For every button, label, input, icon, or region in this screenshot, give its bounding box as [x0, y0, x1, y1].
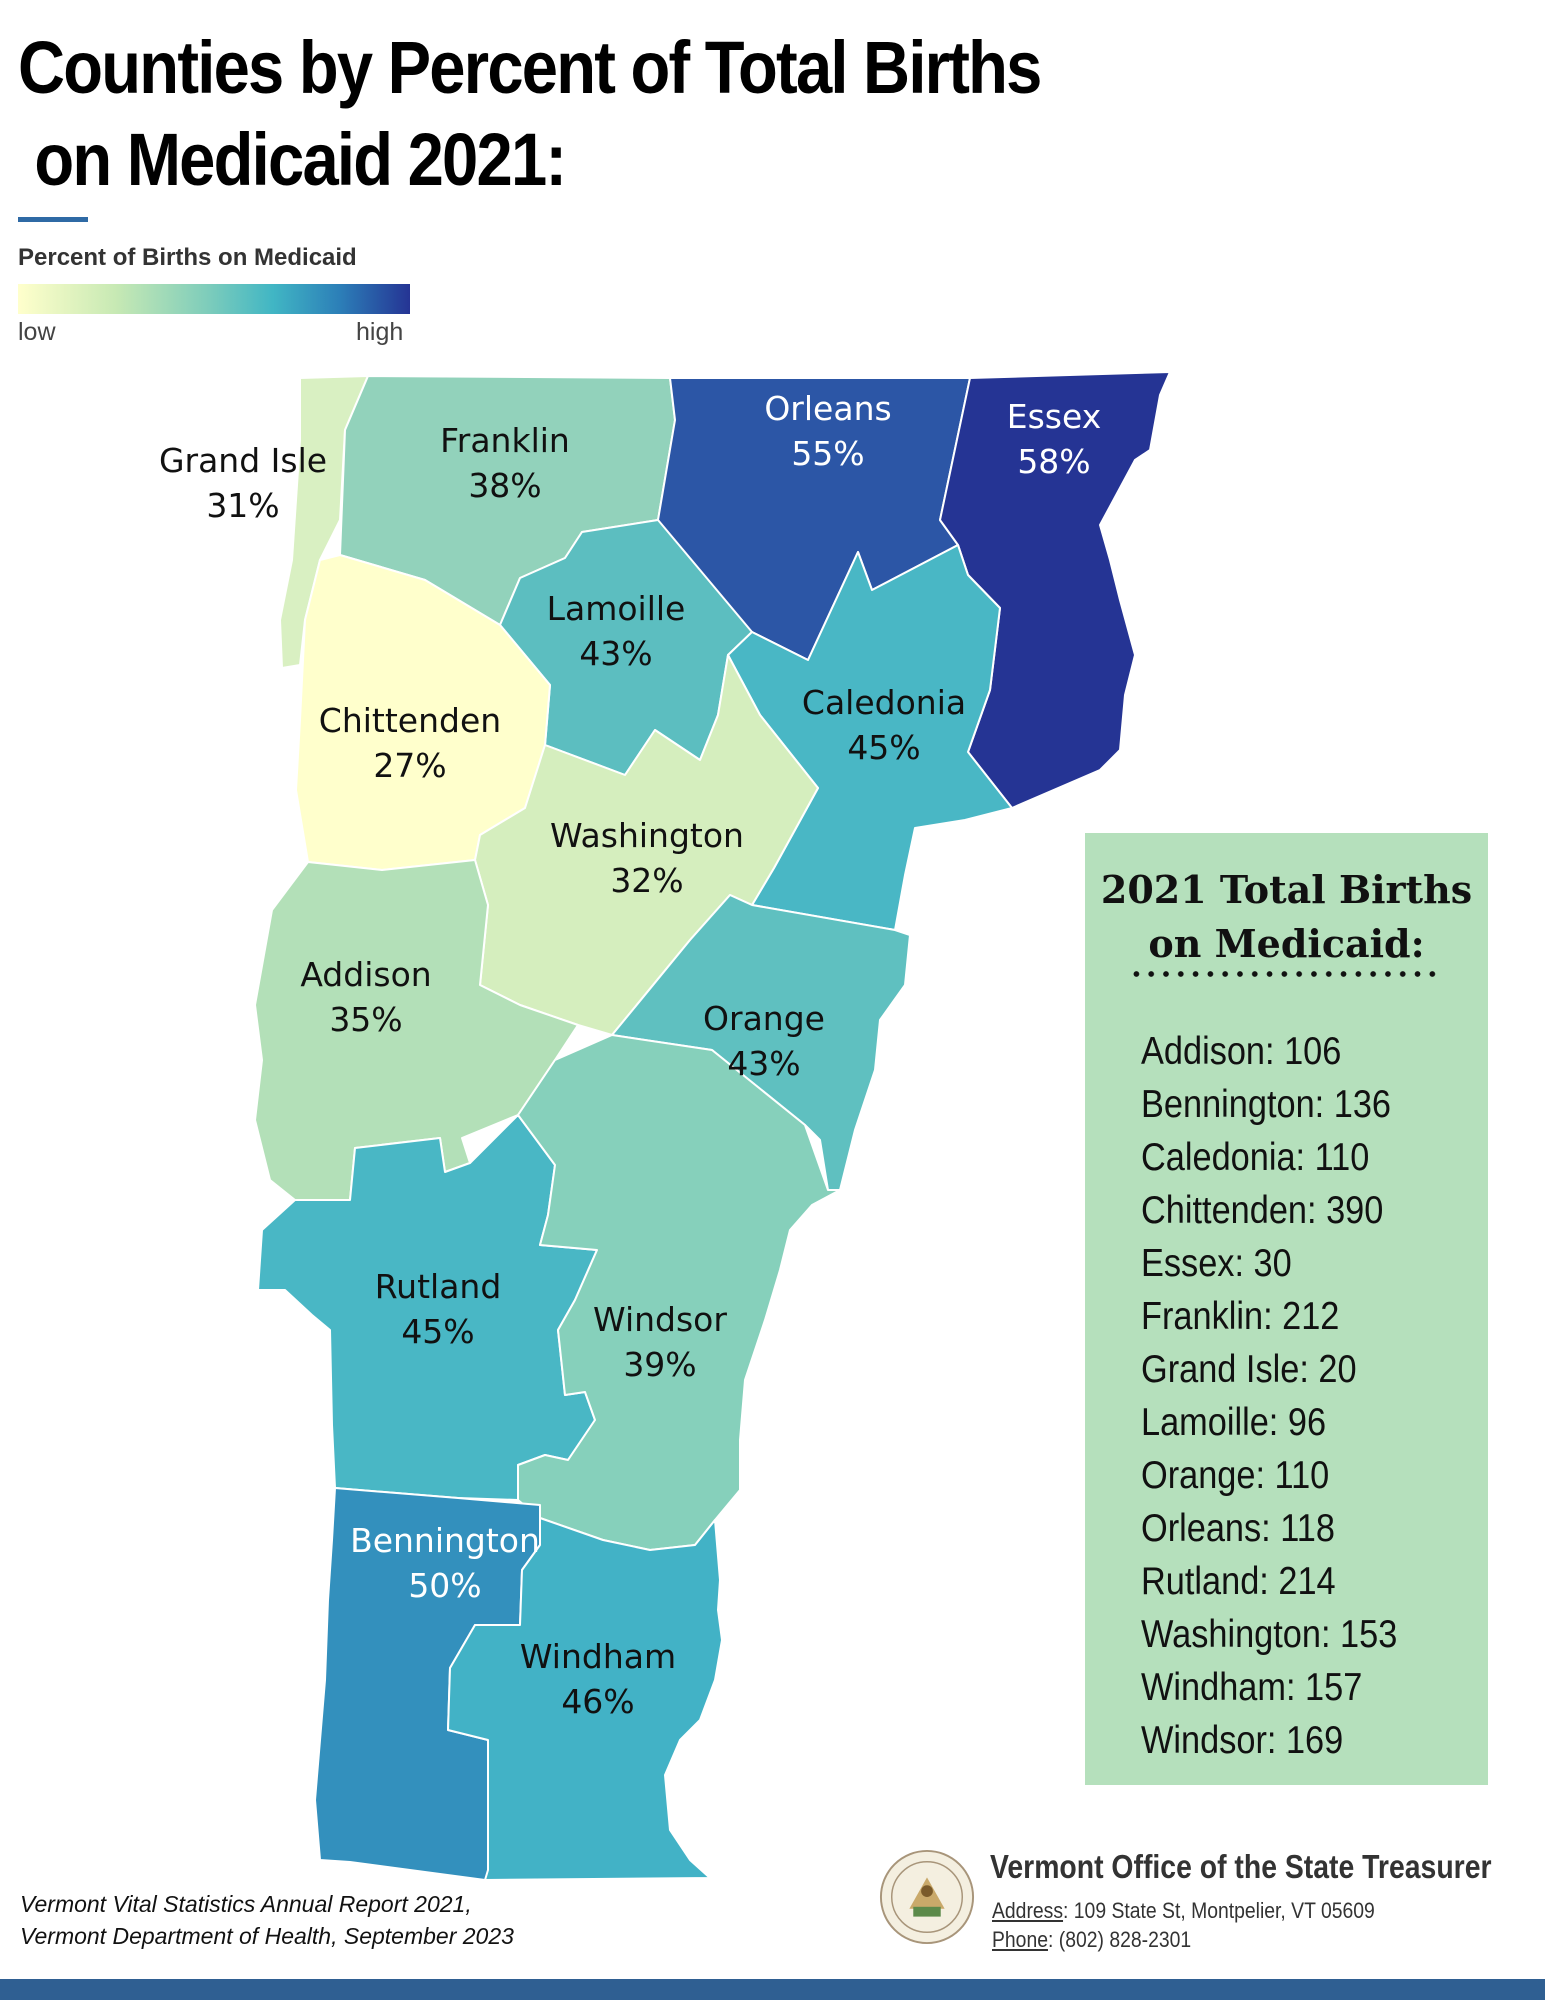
footer-bar	[0, 1979, 1545, 2000]
list-item: Caledonia: 110	[1141, 1136, 1370, 1179]
county-percent-orange: 43%	[727, 1044, 800, 1083]
county-percent-washington: 32%	[610, 861, 683, 900]
county-name-chittenden: Chittenden	[319, 701, 501, 740]
county-percent-addison: 35%	[329, 1000, 402, 1039]
county-name-caledonia: Caledonia	[802, 683, 966, 722]
dotted-divider	[1129, 971, 1444, 977]
source-citation: Vermont Vital Statistics Annual Report 2…	[20, 1888, 514, 1952]
title-underline	[18, 217, 88, 222]
county-name-rutland: Rutland	[375, 1267, 502, 1306]
address-label: Address	[992, 1898, 1064, 1923]
county-percent-essex: 58%	[1017, 442, 1090, 481]
source-line-2: Vermont Department of Health, September …	[20, 1923, 514, 1949]
phone-label: Phone	[992, 1927, 1048, 1952]
county-percent-grand-isle: 31%	[206, 486, 279, 525]
org-address: Address: 109 State St, Montpelier, VT 05…	[992, 1898, 1375, 1924]
county-name-lamoille: Lamoille	[547, 589, 686, 628]
county-percent-rutland: 45%	[401, 1312, 474, 1351]
county-name-franklin: Franklin	[440, 421, 570, 460]
county-shape-orange[interactable]	[611, 894, 911, 1191]
org-name: Vermont Office of the State Treasurer	[990, 1848, 1492, 1885]
county-name-windham: Windham	[520, 1637, 676, 1676]
totals-title-line-2: on Medicaid:	[1148, 921, 1425, 966]
county-name-orange: Orange	[703, 999, 825, 1038]
county-name-essex: Essex	[1007, 397, 1102, 436]
county-percent-caledonia: 45%	[847, 728, 920, 767]
county-percent-chittenden: 27%	[373, 746, 446, 785]
address-value: : 109 State St, Montpelier, VT 05609	[1063, 1898, 1375, 1923]
list-item: Orleans: 118	[1141, 1507, 1335, 1550]
totals-list: Addison: 106 Bennington: 136 Caledonia: …	[1141, 1025, 1432, 1767]
county-name-grand-isle: Grand Isle	[159, 441, 327, 480]
county-percent-windham: 46%	[561, 1682, 634, 1721]
page-title: Counties by Percent of Total Births on M…	[18, 22, 1042, 206]
county-name-windsor: Windsor	[593, 1300, 727, 1339]
legend-title: Percent of Births on Medicaid	[18, 244, 357, 271]
county-name-addison: Addison	[300, 955, 431, 994]
list-item: Windham: 157	[1141, 1666, 1363, 1709]
title-line-1: Counties by Percent of Total Births	[18, 26, 1042, 109]
list-item: Washington: 153	[1141, 1613, 1398, 1656]
list-item: Essex: 30	[1141, 1242, 1292, 1285]
title-line-2: on Medicaid 2021:	[18, 118, 567, 201]
list-item: Rutland: 214	[1141, 1560, 1336, 1603]
list-item: Bennington: 136	[1141, 1083, 1392, 1126]
totals-panel: 2021 Total Births on Medicaid: Addison: …	[1085, 833, 1488, 1785]
totals-title: 2021 Total Births on Medicaid:	[1085, 863, 1488, 971]
county-percent-windsor: 39%	[623, 1345, 696, 1384]
legend-high-label: high	[356, 318, 404, 346]
list-item: Grand Isle: 20	[1141, 1348, 1357, 1391]
county-percent-bennington: 50%	[408, 1566, 481, 1605]
legend-color-scale	[18, 284, 410, 314]
county-name-orleans: Orleans	[764, 389, 891, 428]
county-percent-franklin: 38%	[468, 466, 541, 505]
state-treasurer-seal-icon	[879, 1849, 975, 1945]
list-item: Lamoille: 96	[1141, 1401, 1327, 1444]
county-percent-orleans: 55%	[791, 434, 864, 473]
legend-low-label: low	[18, 318, 56, 346]
list-item: Franklin: 212	[1141, 1295, 1340, 1338]
org-phone: Phone: (802) 828-2301	[992, 1927, 1191, 1953]
phone-value: : (802) 828-2301	[1047, 1927, 1192, 1952]
list-item: Orange: 110	[1141, 1454, 1330, 1497]
county-shape-windham[interactable]	[447, 1517, 723, 1881]
county-name-washington: Washington	[550, 816, 744, 855]
source-line-1: Vermont Vital Statistics Annual Report 2…	[20, 1891, 472, 1917]
list-item: Addison: 106	[1141, 1030, 1342, 1073]
county-name-bennington: Bennington	[350, 1521, 540, 1560]
list-item: Windsor: 169	[1141, 1719, 1344, 1762]
totals-title-line-1: 2021 Total Births	[1100, 867, 1473, 912]
list-item: Chittenden: 390	[1141, 1189, 1384, 1232]
county-percent-lamoille: 43%	[579, 634, 652, 673]
